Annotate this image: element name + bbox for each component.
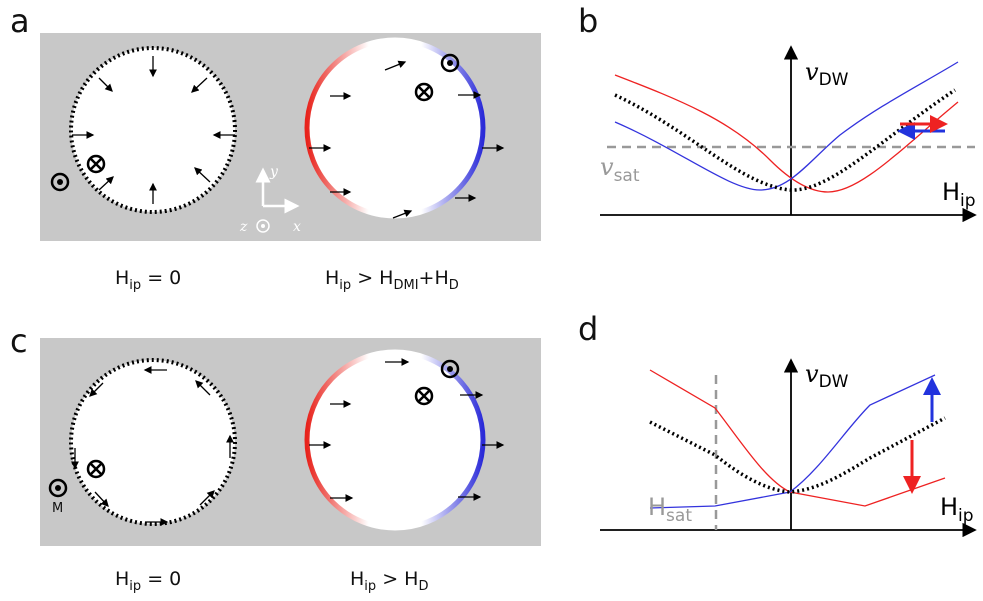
- sat-label: Hsat: [648, 493, 692, 526]
- text-part: v: [805, 58, 819, 86]
- text-part: H: [648, 493, 666, 521]
- panel-b: [600, 45, 977, 223]
- text-part: > H: [376, 568, 418, 590]
- text-part: H: [115, 568, 129, 590]
- text-part: DW: [819, 372, 849, 392]
- text-part: D: [418, 579, 428, 594]
- y-axis-label: vDW: [805, 360, 849, 392]
- text-part: ip: [129, 278, 141, 293]
- text-part: sat: [614, 166, 640, 186]
- y-axis-label: vDW: [805, 58, 849, 90]
- caption: Hip = 0: [115, 568, 181, 594]
- text-part: sat: [666, 506, 692, 526]
- text-part: = 0: [141, 267, 181, 289]
- text-part: H: [940, 493, 958, 521]
- axis-label: z: [239, 219, 248, 235]
- text-part: H: [115, 267, 129, 289]
- text-part: H: [325, 267, 339, 289]
- axis-label: y: [269, 164, 279, 180]
- text-part: H: [350, 568, 364, 590]
- caption: Hip = 0: [115, 267, 181, 293]
- axis-label: x: [293, 219, 301, 235]
- caption: Hip > HDMI+HD: [325, 267, 459, 293]
- text-part: H: [942, 178, 960, 206]
- panel-d: [600, 358, 977, 538]
- text-part: ip: [339, 278, 351, 293]
- text-part: ip: [960, 191, 976, 211]
- text-part: = 0: [141, 568, 181, 590]
- text-part: D: [449, 278, 459, 293]
- text-part: ip: [129, 579, 141, 594]
- sat-label: vsat: [600, 153, 640, 186]
- text-part: v: [600, 153, 614, 181]
- x-axis-label: Hip: [942, 178, 976, 211]
- text-part: ip: [958, 506, 974, 526]
- panel-label: c: [10, 322, 28, 360]
- panel-label: b: [578, 2, 598, 40]
- caption: Hip > HD: [350, 568, 428, 594]
- x-axis-label: Hip: [940, 493, 974, 526]
- m-label: M: [52, 501, 63, 516]
- text-part: > H: [351, 267, 393, 289]
- panel-label: a: [10, 2, 30, 40]
- text-part: DW: [819, 70, 849, 90]
- text-part: DMI: [393, 278, 418, 293]
- text-part: v: [805, 360, 819, 388]
- panel-c: M: [40, 338, 541, 546]
- panel-a: y x z: [40, 33, 541, 241]
- panel-label: d: [578, 310, 598, 348]
- text-part: ip: [364, 579, 376, 594]
- text-part: +H: [419, 267, 449, 289]
